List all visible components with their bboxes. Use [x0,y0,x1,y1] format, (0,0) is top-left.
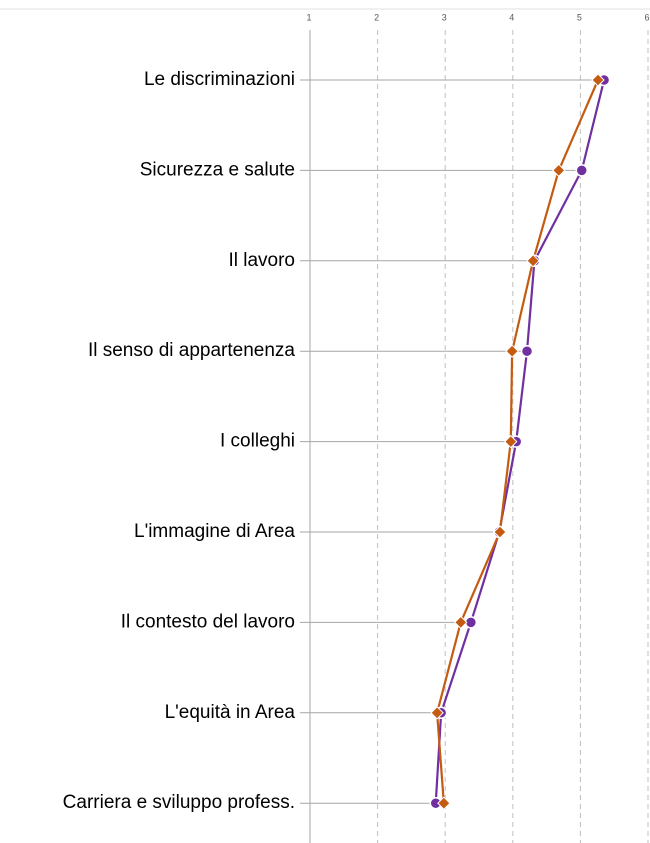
marker [505,344,519,358]
x-tick-label: 5 [577,12,582,22]
category-label: Il senso di appartenenza [88,340,295,361]
x-tick-label: 4 [509,12,514,22]
category-label: Carriera e sviluppo profess. [63,792,295,813]
marker [575,164,589,177]
category-label: Il contesto del lavoro [121,611,295,632]
x-tick-label: 3 [442,12,447,22]
marker [552,163,566,178]
category-label: Sicurezza e salute [140,159,295,180]
category-label: L'immagine di Area [134,521,295,542]
x-tick-label: 1 [306,12,311,22]
marker [493,525,507,539]
marker [454,615,468,630]
category-label: Le discriminazioni [144,69,295,90]
marker [526,254,540,268]
marker [437,796,451,810]
marker [520,344,534,358]
marker [591,73,605,87]
x-tick-label: 2 [374,12,379,22]
marker [430,706,444,720]
category-label: I colleghi [220,431,295,452]
category-label: L'equità in Area [165,702,296,723]
category-label: Il lavoro [228,250,295,271]
x-tick-label: 6 [644,12,649,22]
marker [504,434,518,449]
